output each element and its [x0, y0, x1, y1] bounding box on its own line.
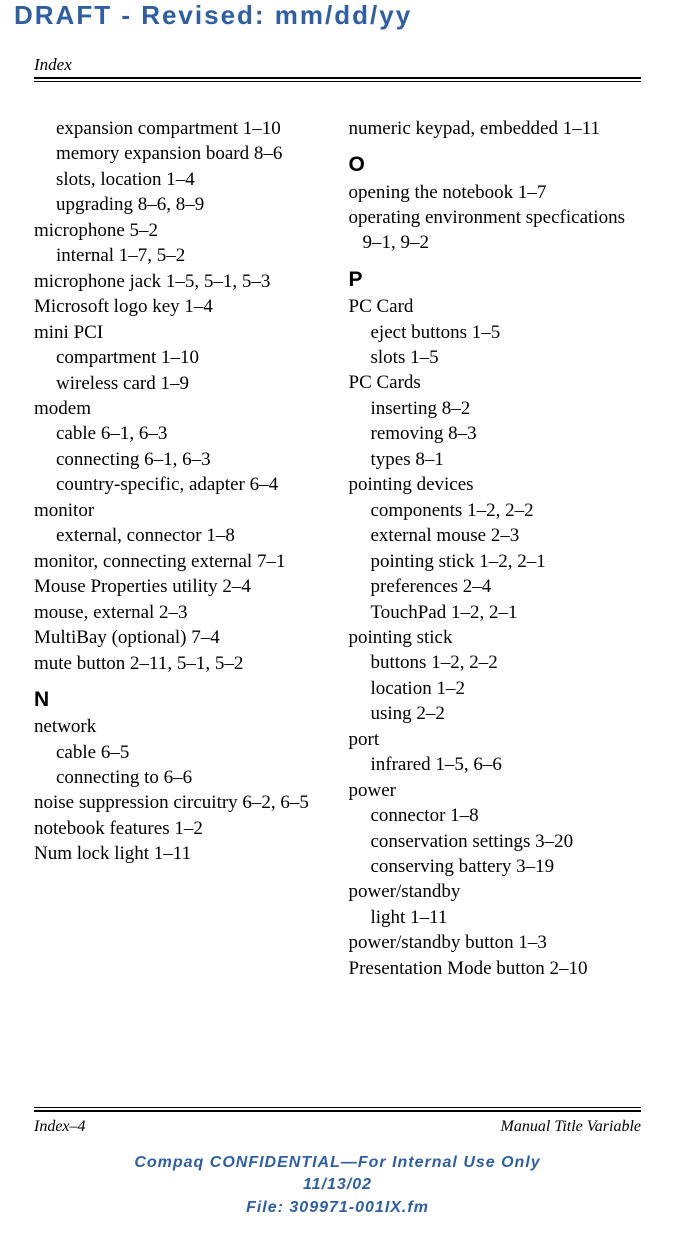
index-entry: external mouse 2–3 — [371, 523, 642, 548]
index-entry: connector 1–8 — [371, 803, 642, 828]
confidential-line: Compaq CONFIDENTIAL—For Internal Use Onl… — [34, 1152, 641, 1174]
index-entry: preferences 2–4 — [371, 574, 642, 599]
index-entry: conserving battery 3–19 — [371, 854, 642, 879]
index-entry: location 1–2 — [371, 676, 642, 701]
index-entry: slots 1–5 — [371, 345, 642, 370]
index-entry: Microsoft logo key 1–4 — [34, 294, 327, 319]
index-entry: opening the notebook 1–7 — [349, 180, 642, 205]
index-entry: eject buttons 1–5 — [371, 320, 642, 345]
index-entry: TouchPad 1–2, 2–1 — [371, 600, 642, 625]
index-column-right: numeric keypad, embedded 1–11 O opening … — [349, 116, 642, 981]
index-entry: types 8–1 — [371, 447, 642, 472]
index-entry: modem — [34, 396, 327, 421]
index-entry: inserting 8–2 — [371, 396, 642, 421]
index-letter-header: N — [34, 686, 327, 714]
index-entry: removing 8–3 — [371, 421, 642, 446]
header-title: Index — [34, 55, 641, 75]
index-entry: microphone 5–2 — [34, 218, 327, 243]
index-entry: wireless card 1–9 — [56, 371, 327, 396]
index-entry: PC Cards — [349, 370, 642, 395]
index-entry: pointing stick — [349, 625, 642, 650]
index-entry: pointing stick 1–2, 2–1 — [371, 549, 642, 574]
index-entry: using 2–2 — [371, 701, 642, 726]
index-entry: internal 1–7, 5–2 — [56, 243, 327, 268]
page-footer: Index–4 Manual Title Variable Compaq CON… — [34, 1107, 641, 1219]
index-entry: power/standby — [349, 879, 642, 904]
index-entry: MultiBay (optional) 7–4 — [34, 625, 327, 650]
index-entry: light 1–11 — [371, 905, 642, 930]
index-entry: conservation settings 3–20 — [371, 829, 642, 854]
index-entry: microphone jack 1–5, 5–1, 5–3 — [34, 269, 327, 294]
index-content: expansion compartment 1–10 memory expans… — [0, 82, 675, 981]
index-entry: Mouse Properties utility 2–4 — [34, 574, 327, 599]
index-entry: connecting 6–1, 6–3 — [56, 447, 327, 472]
index-entry: pointing devices — [349, 472, 642, 497]
footer-rule-thick — [34, 1110, 641, 1112]
index-entry: Presentation Mode button 2–10 — [349, 956, 642, 981]
index-entry: power/standby button 1–3 — [349, 930, 642, 955]
index-entry: noise suppression circuitry 6–2, 6–5 — [34, 790, 327, 815]
index-entry: components 1–2, 2–2 — [371, 498, 642, 523]
header-rule-thick — [34, 77, 641, 79]
index-letter-header: P — [349, 266, 642, 294]
index-entry: mute button 2–11, 5–1, 5–2 — [34, 651, 327, 676]
index-entry: memory expansion board 8–6 — [56, 141, 327, 166]
index-entry: monitor — [34, 498, 327, 523]
index-entry: infrared 1–5, 6–6 — [371, 752, 642, 777]
index-entry: expansion compartment 1–10 — [56, 116, 327, 141]
index-entry: PC Card — [349, 294, 642, 319]
index-entry: cable 6–1, 6–3 — [56, 421, 327, 446]
index-letter-header: O — [349, 151, 642, 179]
index-entry: network — [34, 714, 327, 739]
footer-rule-thin — [34, 1107, 641, 1108]
index-entry: monitor, connecting external 7–1 — [34, 549, 327, 574]
index-entry: notebook features 1–2 — [34, 816, 327, 841]
index-column-left: expansion compartment 1–10 memory expans… — [34, 116, 327, 981]
index-entry: external, connector 1–8 — [56, 523, 327, 548]
index-entry: operating environment specfications 9–1,… — [349, 205, 642, 256]
index-entry: compartment 1–10 — [56, 345, 327, 370]
confidential-line: File: 309971-001IX.fm — [34, 1197, 641, 1219]
index-entry: power — [349, 778, 642, 803]
index-entry: cable 6–5 — [56, 740, 327, 765]
index-entry: country-specific, adapter 6–4 — [56, 472, 327, 497]
index-entry: port — [349, 727, 642, 752]
index-entry: connecting to 6–6 — [56, 765, 327, 790]
footer-manual-title: Manual Title Variable — [501, 1118, 641, 1136]
confidential-line: 11/13/02 — [34, 1174, 641, 1196]
index-entry: mini PCI — [34, 320, 327, 345]
footer-page-number: Index–4 — [34, 1118, 86, 1136]
confidential-notice: Compaq CONFIDENTIAL—For Internal Use Onl… — [34, 1152, 641, 1219]
index-entry: slots, location 1–4 — [56, 167, 327, 192]
index-entry: Num lock light 1–11 — [34, 841, 327, 866]
index-entry: upgrading 8–6, 8–9 — [56, 192, 327, 217]
draft-watermark: DRAFT - Revised: mm/dd/yy — [0, 0, 675, 31]
index-entry: mouse, external 2–3 — [34, 600, 327, 625]
index-entry: numeric keypad, embedded 1–11 — [349, 116, 642, 141]
index-entry: buttons 1–2, 2–2 — [371, 650, 642, 675]
page-header: Index — [0, 31, 675, 82]
